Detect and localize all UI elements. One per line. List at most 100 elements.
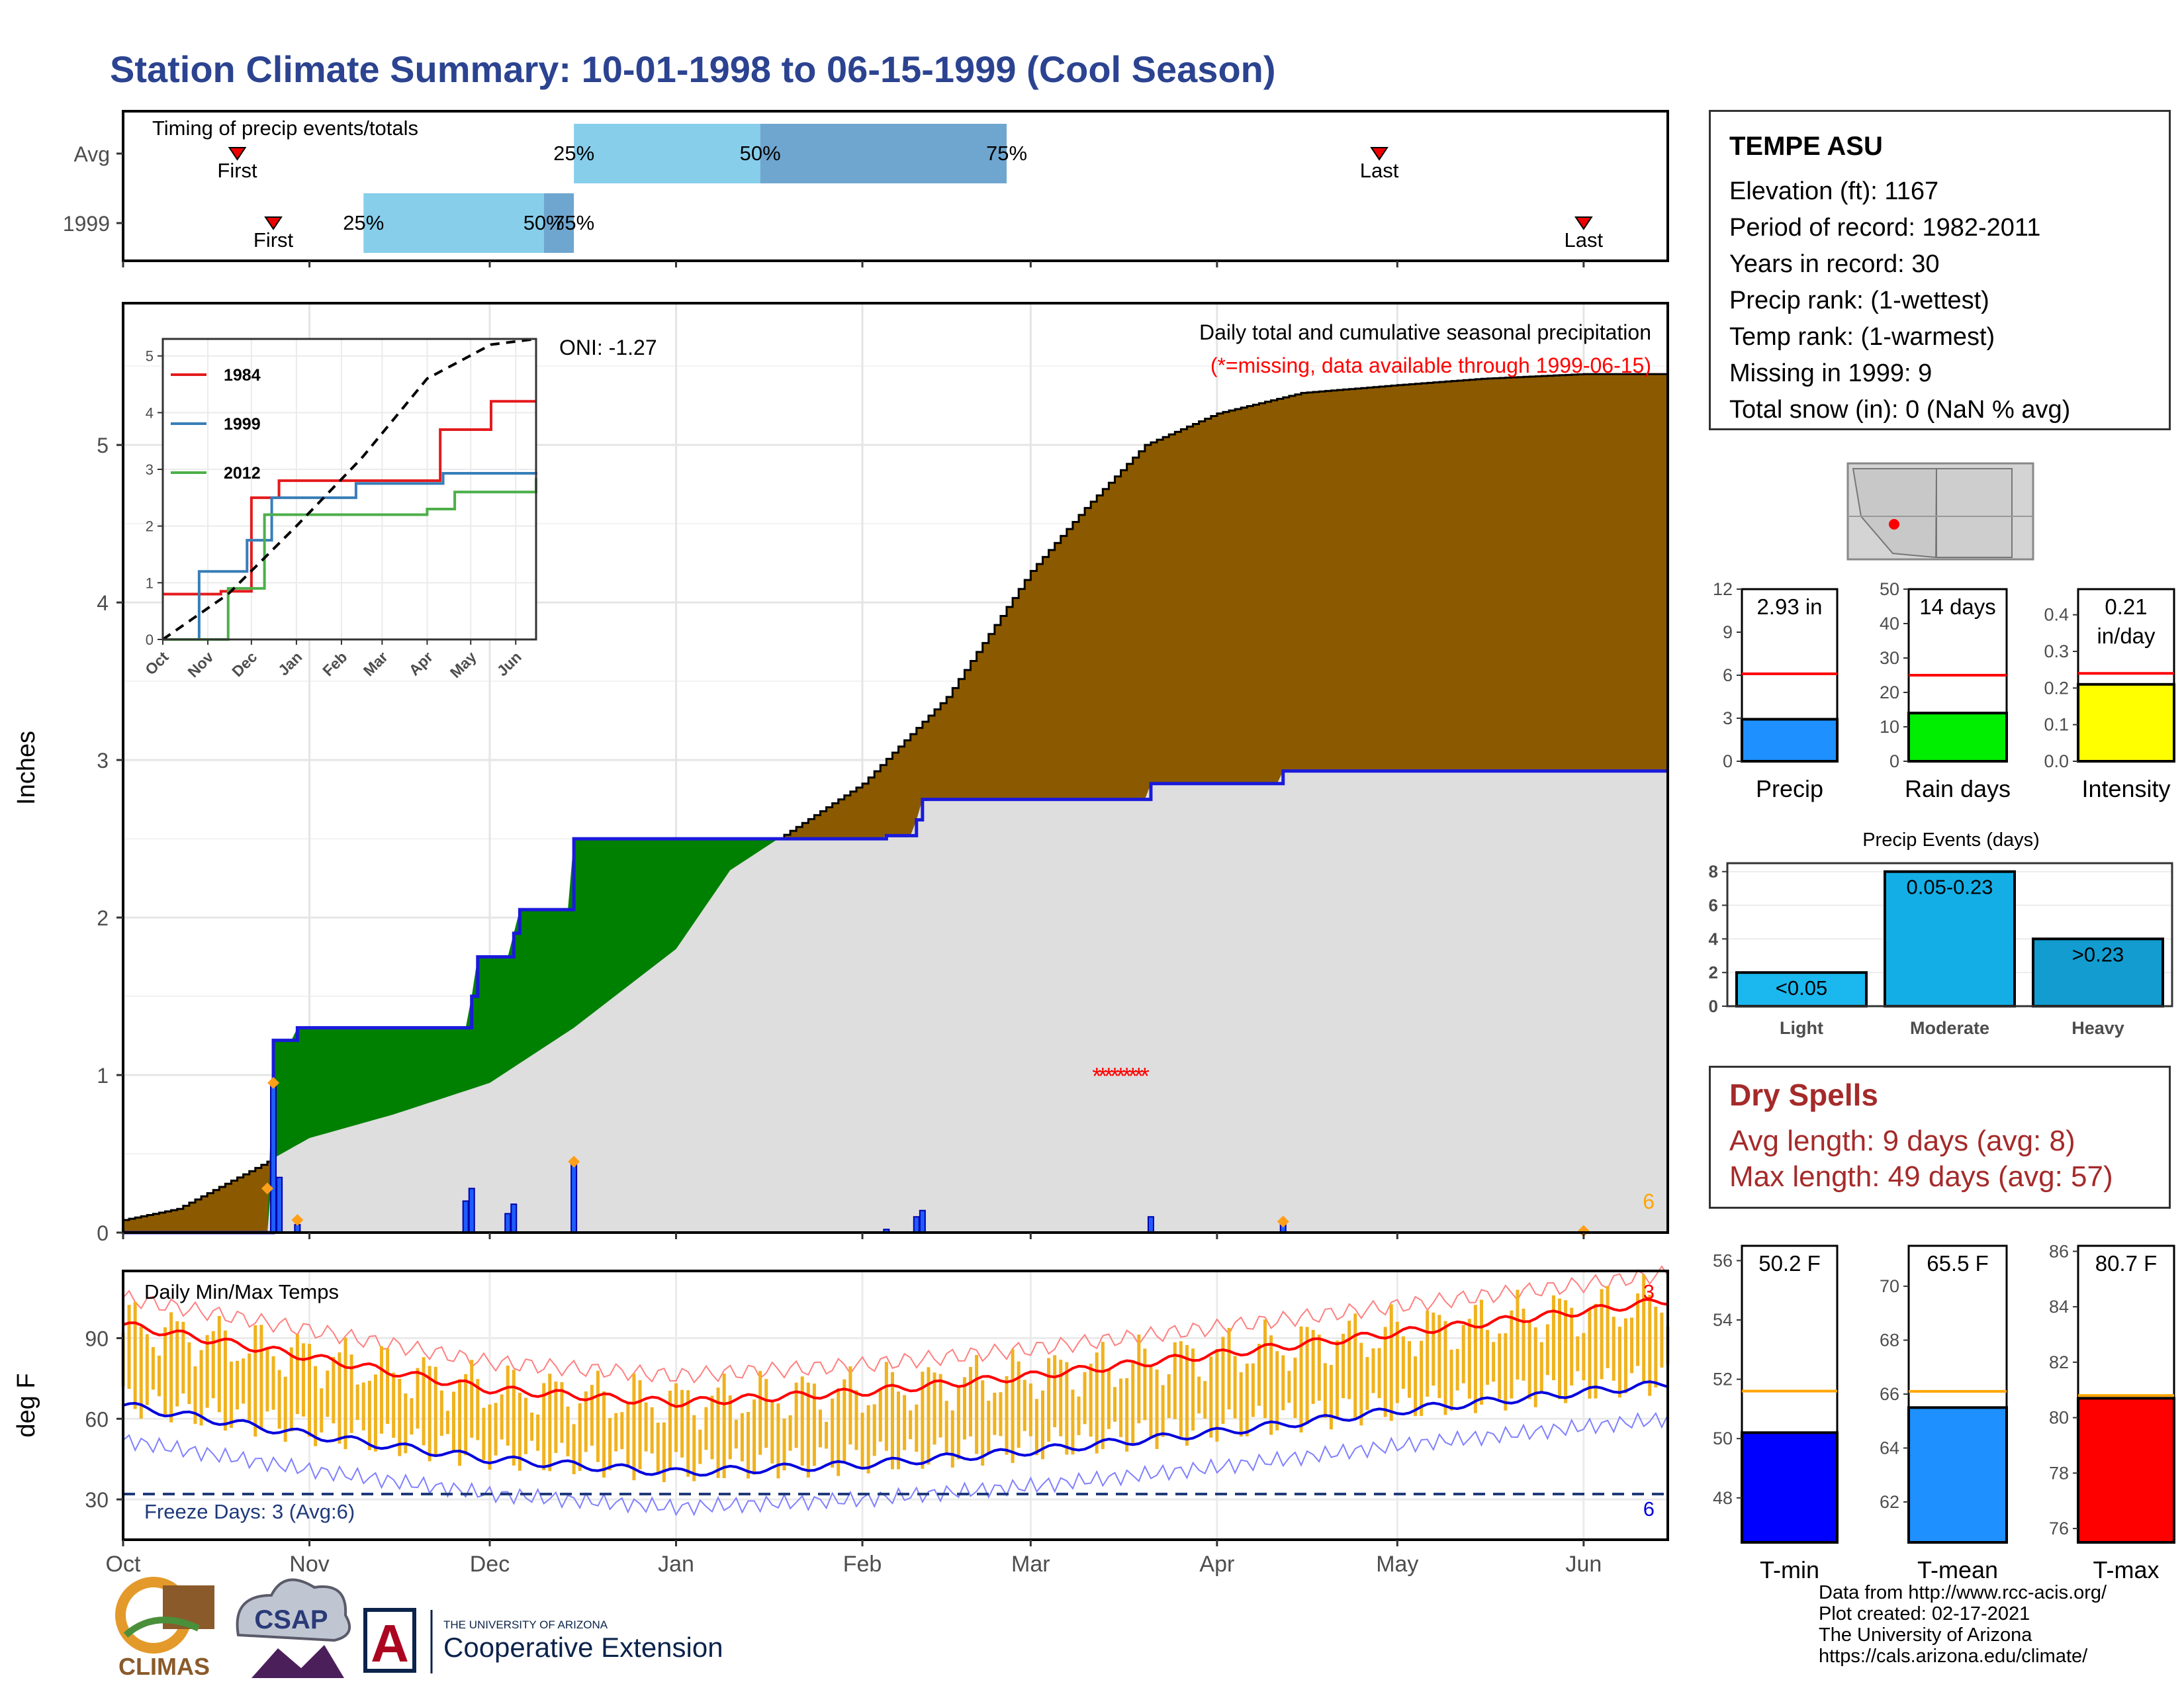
daily-precip-bar [276,1176,283,1234]
credit-line: https://cals.arizona.edu/climate/ [1819,1646,2088,1667]
daily-temp-bar [1269,1335,1273,1435]
daily-temp-bar [950,1410,954,1468]
daily-temp-bar [1083,1372,1087,1425]
daily-temp-bar [1654,1306,1658,1388]
daily-temp-bar [680,1389,684,1458]
daily-temp-bar [764,1379,768,1448]
daily-temp-bar [572,1424,576,1475]
inset-series-line [163,477,537,641]
avg-max-line [122,1297,1668,1408]
daily-temp-bar [1630,1317,1634,1374]
daily-temp-bar [1215,1348,1219,1442]
credit-line: Plot created: 02-17-2021 [1819,1603,2030,1624]
daily-temp-bar [1251,1363,1255,1417]
missing-marker: * [1140,1062,1150,1090]
first-label: First [253,228,294,252]
event-bar-label: >0.23 [2072,943,2124,966]
quartile-bar-25-50 [363,193,544,253]
daily-temp-bar [1023,1380,1026,1431]
ua-big-text: Cooperative Extension [443,1632,723,1663]
summary-y-tick-label: 84 [2049,1297,2069,1317]
daily-precip-bar [1147,1216,1154,1233]
daily-temp-bar [163,1327,167,1417]
events-y-tick-label: 4 [1709,929,1719,949]
daily-temp-bar [1089,1364,1093,1437]
daily-temp-bar [1600,1289,1604,1380]
daily-temp-bar [903,1395,907,1450]
x-tick-label: Dec [470,1552,510,1577]
max-count: 3 [1643,1280,1655,1303]
daily-temp-bar [1467,1319,1471,1399]
ua-logo-icon [363,1608,416,1673]
daily-precip-bar [504,1213,512,1234]
daily-temp-bar [962,1377,966,1440]
summary-category-label: T-mean [1917,1556,1998,1583]
daily-temp-bar [181,1321,185,1394]
dry-spells-box: Dry Spells Avg length: 9 days (avg: 8) M… [1709,1066,2171,1209]
daily-temp-bar [608,1418,612,1471]
daily-temp-bar [1342,1333,1345,1399]
daily-temp-bar [410,1398,414,1435]
summary-y-tick-label: 10 [1880,717,1899,737]
daily-temp-bar [578,1403,582,1472]
daily-temp-bar [253,1325,257,1437]
observed-cumulative-area [123,771,1668,1233]
daily-temp-bar [1636,1293,1640,1366]
daily-temp-bar [1617,1327,1621,1398]
daily-temp-bar [752,1399,756,1475]
daily-temp-bar [837,1388,841,1476]
last-label: Last [1360,159,1399,182]
first-marker [228,147,247,161]
events-y-tick-label: 8 [1709,862,1718,882]
event-bar [1735,971,1868,1008]
quartile-bar-50-75 [543,193,574,253]
summary-y-tick-label: 70 [1880,1276,1899,1296]
timing-row-label: 1999 [63,212,110,236]
daily-temp-bar [770,1399,774,1464]
diamond-marker [1577,1225,1590,1237]
summary-bar [1741,718,1839,763]
dry-spells-title: Dry Spells [1729,1078,1878,1112]
daily-temp-bar [1365,1356,1369,1411]
daily-temp-bar [326,1370,330,1417]
daily-temp-bar [1275,1351,1279,1430]
daily-temp-bar [283,1376,287,1442]
daily-temp-bar [1125,1378,1129,1452]
daily-temp-bar [139,1327,143,1419]
events-y-tick-label: 2 [1709,962,1718,982]
daily-temp-bar [1588,1309,1592,1399]
daily-temp-bar [157,1355,161,1397]
daily-temp-bar [1011,1349,1015,1463]
y-tick-label: 60 [85,1407,109,1431]
summary-value-label: 50.2 F [1758,1251,1821,1276]
daily-temp-bar [1461,1325,1465,1383]
missing-marker: * [1110,1062,1119,1090]
timing-row-label: Avg [73,142,110,166]
p25-label: 25% [553,142,594,165]
daily-temp-bar [1594,1303,1598,1399]
daily-temp-bar [674,1383,678,1452]
daily-temp-bar [1317,1335,1321,1401]
daily-temp-bar [1576,1336,1580,1372]
daily-temp-bar [1395,1321,1399,1403]
daily-temp-bar [1311,1330,1315,1404]
summary-y-tick-label: 68 [1880,1331,1899,1350]
summary-y-tick-label: 0.4 [2044,605,2069,625]
daily-temp-bar [927,1367,931,1465]
daily-temp-bar [1221,1336,1225,1425]
missing-note: (*=missing, data available through 1999-… [1210,353,1651,377]
daily-temp-bar [746,1411,750,1479]
inset-bg [163,339,536,639]
legend-label: 2012 [224,464,261,483]
daily-temp-bar [1437,1315,1441,1399]
daily-temp-bar [1420,1340,1424,1417]
diamond-marker [568,1155,580,1168]
daily-temp-bar [386,1348,390,1425]
daily-temp-bar [1173,1342,1177,1419]
daily-temp-bar [1660,1312,1664,1368]
daily-temp-bar [662,1422,666,1482]
events-y-tick-label: 6 [1709,896,1718,915]
temp-summary-bars: 48 50 52 54 56 50.2 F T-min 62 64 66 68 70 65.5 F T-m… [1713,1241,2175,1583]
daily-temp-bar [1017,1361,1021,1448]
x-tick-label: Nov [289,1552,329,1577]
